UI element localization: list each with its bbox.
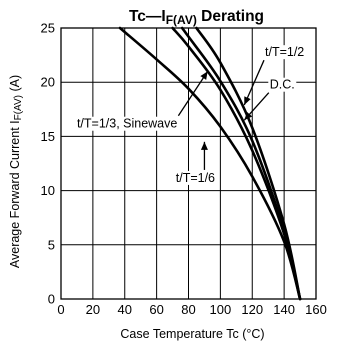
annotation-label-background [174,170,217,185]
annotation-label-background [268,77,297,92]
y-axis-title: Average Forward Current IF(AV) (A) [8,75,24,268]
title-main: Tc—I [129,8,166,25]
annotation-label: t/T=1/2 [265,45,304,59]
x-tick-label: 20 [86,302,100,317]
y-tick-label: 25 [41,21,55,36]
annotation-label-background [263,45,306,60]
annotation-label: D.C. [270,78,295,92]
grid [60,27,317,300]
x-tick-label: 140 [273,302,295,317]
y-tick-label: 0 [48,292,55,307]
series-line-t-t-1-6 [118,26,302,301]
chart-title: Tc—IF(AV) Derating [129,8,264,27]
y-axis-title-subscript: F(AV) [13,95,24,120]
x-tick-label: 40 [118,302,132,317]
tick-labels: 0 20 40 60 80 100 120 140 160 0 5 10 15 20 25 [41,21,327,318]
series-line-t-t-1-3-sinewave [171,26,302,301]
annotation-label-background [75,116,179,131]
x-tick-label: 80 [181,302,195,317]
y-axis-title-main: Average Forward Current I [8,120,22,268]
series-line-t-t-1-2 [195,26,302,301]
y-tick-label: 15 [41,129,55,144]
series-line-d-c [180,26,302,301]
y-tick-label: 10 [41,183,55,198]
y-tick-label: 20 [41,75,55,90]
x-tick-label: 60 [149,302,163,317]
y-tick-label: 5 [48,237,55,252]
annotation-arrow [177,71,209,117]
title-suffix: Derating [197,8,264,25]
x-tick-label: 120 [241,302,263,317]
x-tick-label: 100 [210,302,232,317]
plot-frame [60,27,317,300]
annotations: t/T=1/2 D.C. t/T=1/3, Sinewave t/T=1/6 [75,45,306,185]
curves [118,26,302,301]
annotation-arrow [243,92,270,121]
annotation-arrow [243,59,265,106]
x-tick-label: 0 [57,302,64,317]
annotation-label: t/T=1/6 [176,171,215,185]
y-axis-title-unit: (A) [8,75,22,95]
title-subscript: F(AV) [166,13,197,27]
x-tick-label: 160 [305,302,327,317]
x-axis-title: Case Temperature Tc (°C) [120,327,264,341]
annotation-label: t/T=1/3, Sinewave [77,117,177,131]
